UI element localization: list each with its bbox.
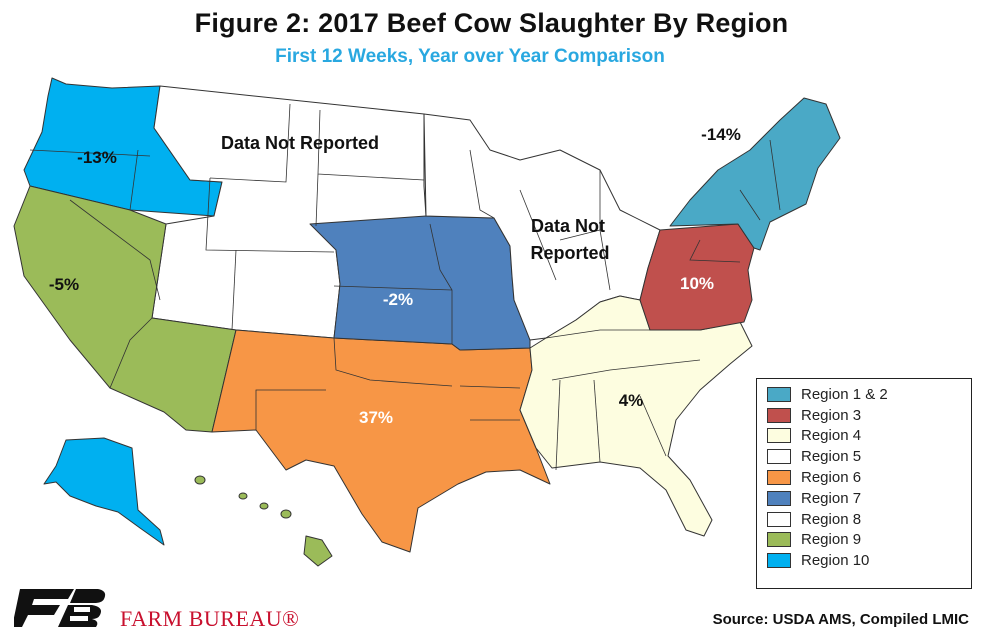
- legend-swatch: [767, 532, 791, 548]
- legend-label: Region 9: [801, 531, 862, 549]
- region-1-2-label: -14%: [701, 125, 741, 144]
- region-10-label: -13%: [77, 148, 117, 167]
- region-6-area: [211, 329, 551, 553]
- legend-label: Region 5: [801, 448, 862, 466]
- legend-swatch: [767, 553, 791, 569]
- figure-subtitle: First 12 Weeks, Year over Year Compariso…: [275, 46, 665, 67]
- legend-label: Region 10: [801, 552, 870, 570]
- region-9-area: [13, 185, 237, 433]
- legend-swatch: [767, 386, 791, 402]
- legend-label: Region 8: [801, 510, 862, 528]
- region-4-label: 4%: [619, 391, 644, 410]
- legend-label: Region 6: [801, 469, 862, 487]
- region-10-alaska: [43, 437, 165, 546]
- state-borders: [29, 103, 781, 471]
- legend-label: Region 7: [801, 489, 862, 507]
- region-9-hawaii-island: [238, 492, 248, 500]
- legend-swatch: [767, 470, 791, 486]
- legend-item: Region 4: [767, 426, 971, 447]
- legend-label: Region 1 & 2: [801, 385, 888, 403]
- region-7-label: -2%: [383, 290, 413, 309]
- source-note: Source: USDA AMS, Compiled LMIC: [712, 611, 969, 628]
- legend-item: Region 1 & 2: [767, 384, 971, 405]
- figure-title: Figure 2: 2017 Beef Cow Slaughter By Reg…: [194, 8, 789, 38]
- legend-item: Region 10: [767, 550, 971, 571]
- legend-item: Region 9: [767, 530, 971, 551]
- legend-item: Region 5: [767, 446, 971, 467]
- map-legend: Region 1 & 2 Region 3 Region 4 Region 5 Regi…: [756, 378, 972, 589]
- region-6-label: 37%: [359, 408, 393, 427]
- region-5-label-line2: Reported: [530, 243, 609, 263]
- region-9-label: -5%: [49, 275, 79, 294]
- region-1-2-area: [669, 97, 841, 251]
- region-9-hawaii-island: [259, 502, 269, 510]
- legend-swatch: [767, 449, 791, 465]
- region-9-hawaii-island: [194, 475, 206, 485]
- legend-swatch: [767, 407, 791, 423]
- legend-item: Region 8: [767, 509, 971, 530]
- legend-swatch: [767, 511, 791, 527]
- region-9-hawaii: [303, 535, 333, 567]
- region-8-label: Data Not Reported: [221, 133, 379, 153]
- region-7-area: [309, 215, 531, 351]
- legend-label: Region 4: [801, 427, 862, 445]
- region-5-label-line1: Data Not: [531, 216, 605, 236]
- legend-item: Region 6: [767, 467, 971, 488]
- legend-swatch: [767, 490, 791, 506]
- region-9-hawaii-island: [280, 509, 292, 519]
- legend-item: Region 3: [767, 405, 971, 426]
- legend-item: Region 7: [767, 488, 971, 509]
- legend-swatch: [767, 428, 791, 444]
- region-3-label: 10%: [680, 274, 714, 293]
- legend-label: Region 3: [801, 406, 862, 424]
- farm-bureau-logo-icon: [14, 589, 106, 627]
- farm-bureau-wordmark: FARM BUREAU®: [120, 606, 300, 631]
